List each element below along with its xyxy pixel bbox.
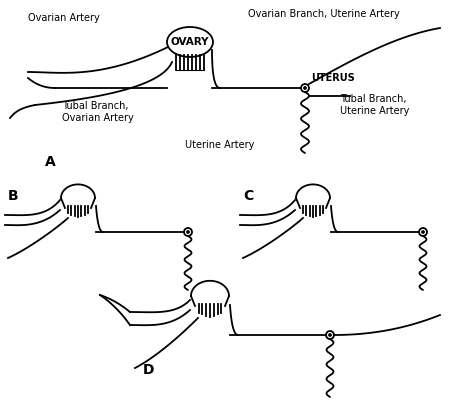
- Circle shape: [184, 228, 192, 236]
- Text: Uterine Artery: Uterine Artery: [185, 140, 255, 150]
- Text: A: A: [45, 155, 55, 169]
- Circle shape: [419, 228, 427, 236]
- Circle shape: [304, 87, 306, 89]
- Text: Ovarian Artery: Ovarian Artery: [28, 13, 100, 23]
- Text: B: B: [8, 189, 19, 203]
- Circle shape: [422, 231, 424, 233]
- Circle shape: [301, 84, 309, 92]
- Circle shape: [326, 331, 334, 339]
- Text: Tubal Branch,
Ovarian Artery: Tubal Branch, Ovarian Artery: [62, 101, 134, 123]
- Circle shape: [187, 231, 189, 233]
- Circle shape: [329, 334, 331, 336]
- Text: C: C: [243, 189, 253, 203]
- Text: UTERUS: UTERUS: [311, 73, 355, 83]
- Text: D: D: [143, 363, 155, 377]
- Text: OVARY: OVARY: [171, 37, 209, 47]
- Text: Ovarian Branch, Uterine Artery: Ovarian Branch, Uterine Artery: [248, 9, 400, 19]
- Text: Tubal Branch,
Uterine Artery: Tubal Branch, Uterine Artery: [340, 94, 409, 116]
